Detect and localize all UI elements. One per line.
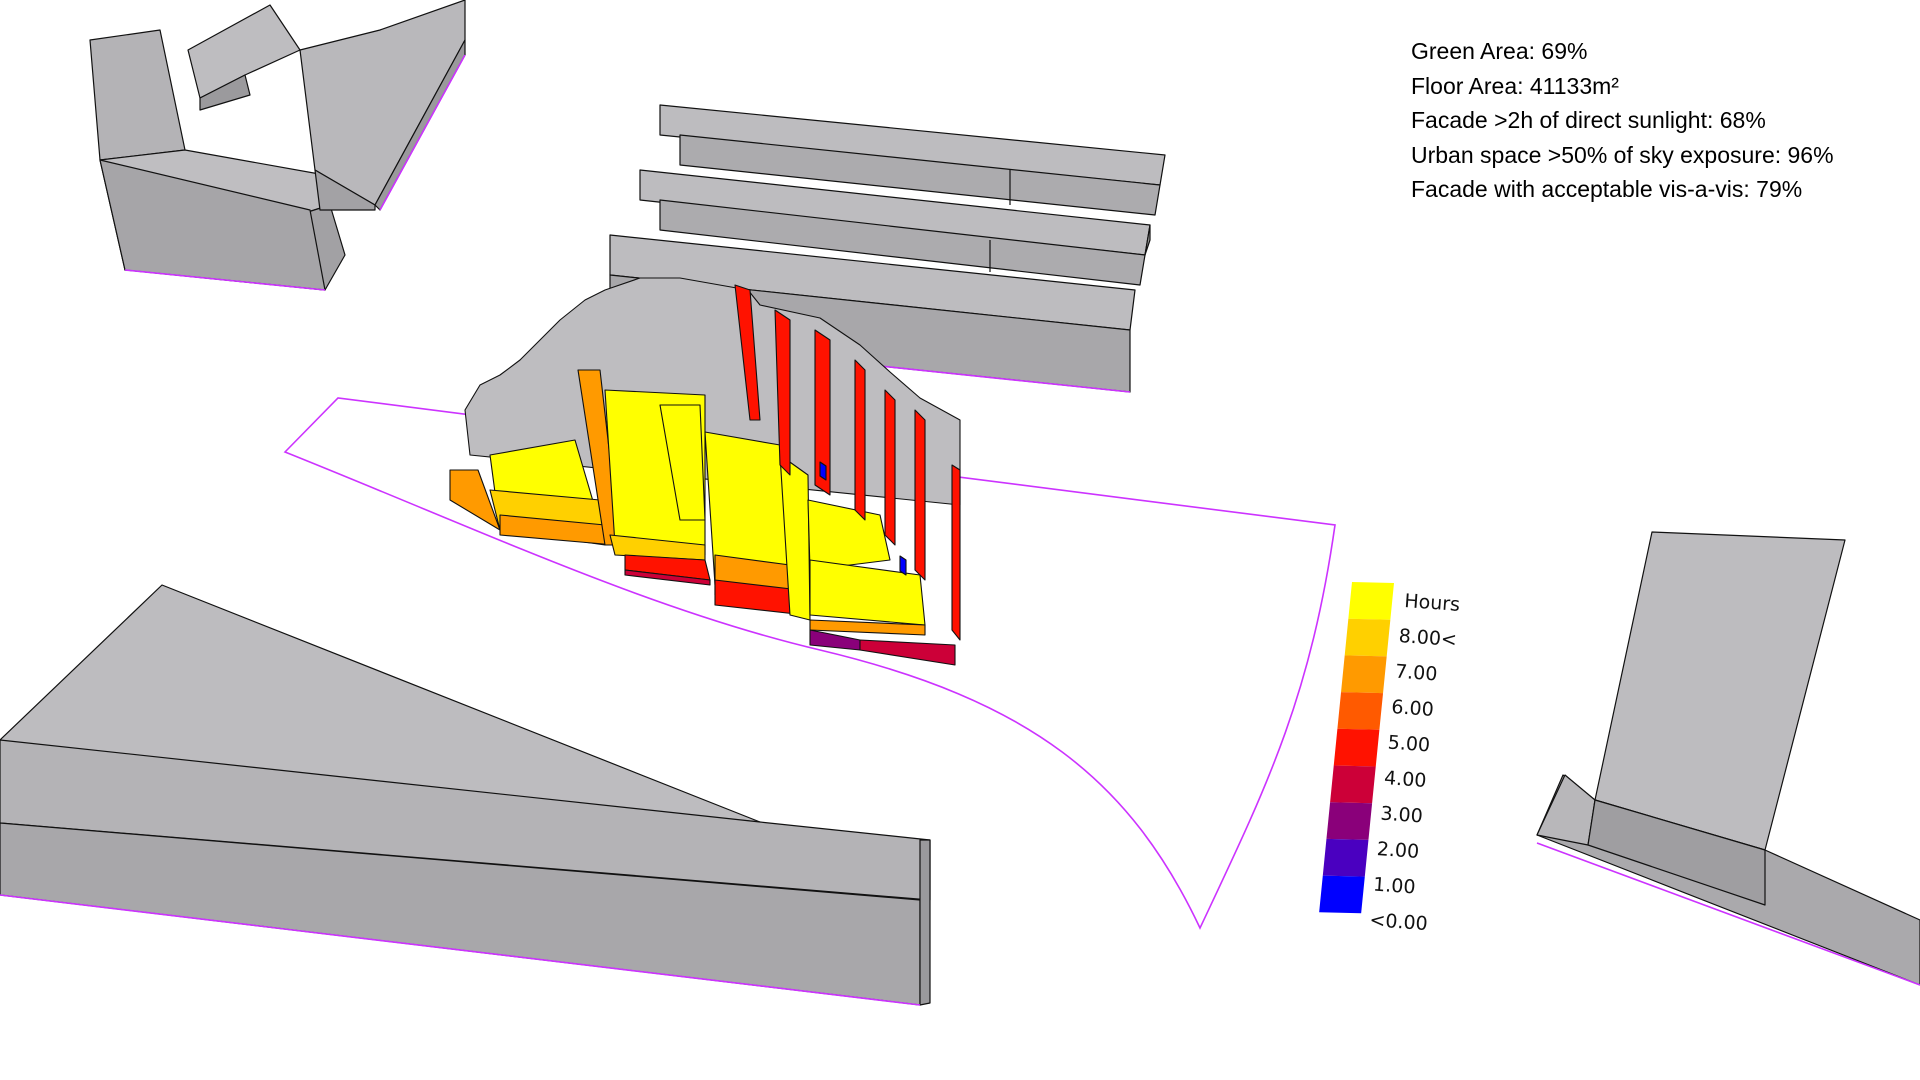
legend-label: 2.00 — [1376, 838, 1420, 863]
stat-vis-a-vis: Facade with acceptable vis-a-vis: 79% — [1411, 176, 1803, 202]
building-top-left — [89, 0, 466, 291]
legend-swatch — [1344, 618, 1391, 657]
legend-label: 1.00 — [1372, 874, 1416, 899]
legend-label: 4.00 — [1383, 767, 1427, 792]
sunlight-legend: Hours 8.00< 7.00 6.00 5.00 4.00 3.00 2.00 1.00 <0… — [1319, 582, 1461, 935]
legend-label: <0.00 — [1369, 909, 1429, 935]
legend-swatch — [1319, 875, 1365, 914]
legend-swatch — [1337, 692, 1384, 730]
stat-floor-area: Floor Area: 41133m² — [1411, 72, 1619, 99]
legend-swatch — [1333, 728, 1380, 767]
stat-green-area: Green Area: 69% — [1411, 38, 1588, 64]
site-statistics: Green Area: 69% Floor Area: 41133m² Faca… — [1411, 34, 1834, 207]
legend-label: 7.00 — [1394, 661, 1438, 686]
legend-label: 6.00 — [1391, 696, 1435, 721]
legend-label: 8.00< — [1398, 625, 1458, 651]
legend-swatch — [1330, 765, 1376, 804]
building-bars-north — [609, 104, 1166, 393]
site-boundary — [283, 397, 1336, 930]
stat-sky-exposure: Urban space >50% of sky exposure: 96% — [1411, 141, 1834, 168]
legend-title: Hours — [1404, 590, 1461, 616]
legend-label: 3.00 — [1380, 803, 1424, 828]
proposed-building-heatmap — [449, 277, 961, 666]
building-bottom-right — [1536, 531, 1920, 986]
legend-swatch — [1326, 802, 1373, 840]
legend-swatch — [1348, 582, 1394, 620]
legend-swatch — [1341, 655, 1387, 694]
legend-label: 5.00 — [1387, 732, 1431, 757]
stat-facade-sunlight: Facade >2h of direct sunlight: 68% — [1411, 107, 1766, 133]
building-bottom-left — [0, 584, 931, 1006]
legend-swatch — [1322, 838, 1369, 877]
